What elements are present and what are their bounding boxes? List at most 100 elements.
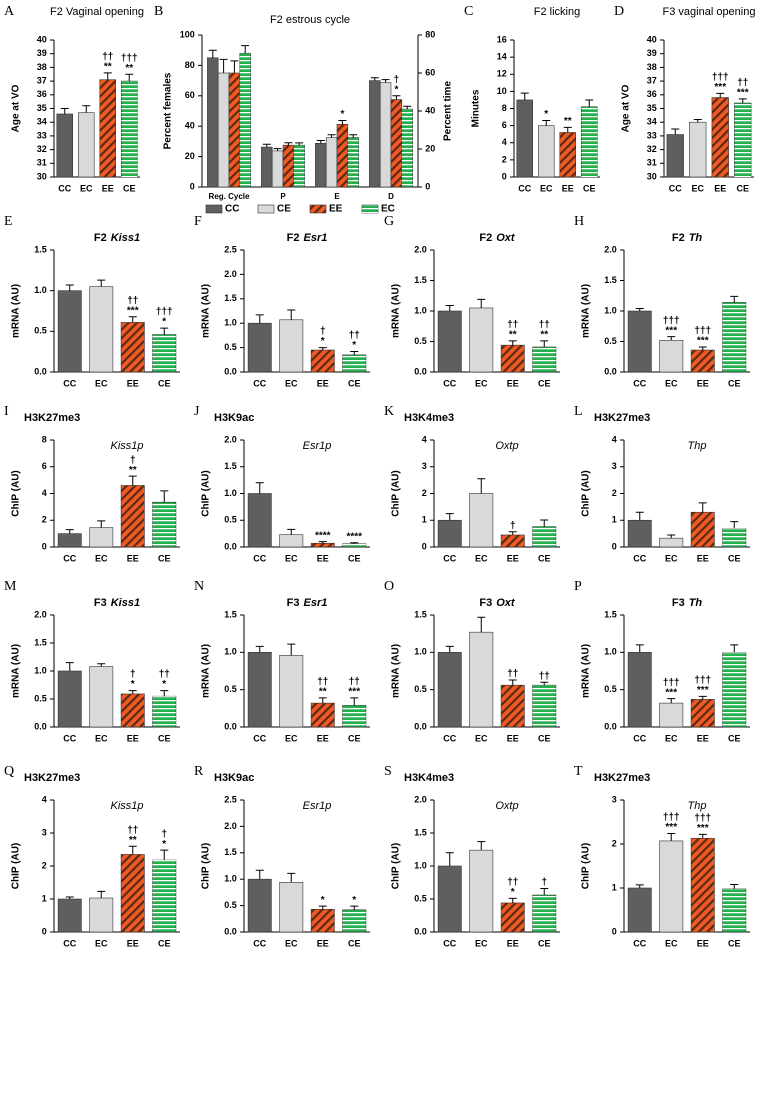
significance-label: * (394, 84, 398, 95)
significance-label: †† (539, 671, 550, 682)
error-bar (255, 645, 264, 653)
significance-label: ** (129, 835, 137, 846)
bar-hatch (691, 699, 715, 727)
bar-hatch (722, 652, 746, 727)
y-tick-label: 3 (612, 794, 617, 804)
y-tick-label: 0.5 (224, 342, 237, 352)
y-tick-label: 1.0 (414, 647, 427, 657)
x-tick-label: CC (253, 553, 266, 563)
error-bar (287, 643, 296, 656)
x-tick-label: EC (285, 938, 298, 948)
y-tick-label: 6 (42, 461, 47, 471)
x-tick-label: EC (95, 733, 108, 743)
y-tick-label: 12 (497, 69, 507, 79)
legend-label: CE (277, 204, 291, 215)
error-bar (318, 541, 327, 544)
y-tick-label: 6 (502, 120, 507, 130)
y-tick-label: 0.5 (224, 900, 237, 910)
legend-label: CC (225, 204, 239, 215)
bar-hatch (342, 543, 366, 547)
y-tick-label: 3 (422, 461, 427, 471)
gene-name: Oxtp (495, 800, 518, 812)
y-axis-label: mRNA (AU) (11, 644, 22, 698)
bar-hatch (722, 888, 746, 932)
error-bar (698, 695, 707, 700)
error-bar (477, 298, 486, 308)
y2-tick-label: 20 (425, 143, 435, 153)
significance-label: ** (125, 63, 133, 74)
bar (247, 493, 272, 548)
x-tick-label: EC (95, 553, 108, 563)
y-axis-label: Age at VO (11, 84, 22, 132)
error-bar (445, 305, 454, 311)
legend-swatch (362, 205, 378, 213)
bar-hatch (722, 528, 746, 547)
x-tick-label: CE (583, 183, 596, 193)
y-tick-label: 0.5 (604, 684, 617, 694)
x-tick-label: EC (665, 733, 678, 743)
gene-name: Th (689, 232, 703, 244)
significance-label: *** (665, 822, 677, 833)
bar (369, 80, 381, 188)
bar (379, 82, 392, 188)
bar-hatch (347, 137, 359, 187)
y-tick-label: 2 (502, 154, 507, 164)
bar (469, 849, 494, 933)
y-tick-label: 32 (647, 144, 657, 154)
significance-label: † (394, 74, 400, 85)
x-tick-label: EE (697, 378, 709, 388)
error-bar (667, 698, 676, 704)
significance-label: ††† (694, 675, 711, 686)
y-tick-label: 1 (612, 515, 617, 525)
error-bar (716, 92, 725, 98)
y-tick-label: 2.0 (224, 821, 237, 831)
panel-letter: F (194, 214, 202, 229)
y-tick-label: 36 (37, 89, 47, 99)
significance-label: *** (697, 336, 709, 347)
significance-label: † (161, 829, 167, 840)
x-tick-label: CE (158, 938, 171, 948)
x-tick-label: CC (443, 553, 456, 563)
x-tick-label: EE (507, 733, 519, 743)
y-tick-label: 4 (42, 794, 47, 804)
title-prefix: F2 (479, 232, 492, 244)
bar-hatch (532, 685, 556, 727)
x-tick-label: EC (285, 553, 298, 563)
error-bar (284, 142, 293, 146)
error-bar (65, 529, 74, 534)
error-bar (82, 105, 91, 113)
x-tick-label: CE (348, 378, 361, 388)
significance-label: †† (507, 669, 518, 680)
panel-letter: S (384, 764, 392, 779)
bar (89, 527, 114, 548)
chart-title: H3K27me3 (24, 772, 80, 784)
x-tick-label: EE (317, 938, 329, 948)
significance-label: * (321, 336, 325, 347)
y2-tick-label: 80 (425, 29, 435, 39)
error-bar (97, 663, 106, 667)
bar (537, 125, 555, 178)
chart-title: F3 Oxt (479, 597, 516, 609)
gene-name: Kiss1p (110, 440, 143, 452)
error-bar (103, 72, 112, 80)
error-bar (477, 478, 486, 494)
y-axis-label: ChIP (AU) (201, 843, 212, 889)
y-tick-label: 1.5 (224, 461, 237, 471)
error-bar (318, 905, 327, 910)
y-tick-label: 31 (647, 158, 657, 168)
significance-label: ††† (712, 72, 729, 83)
significance-label: *** (697, 823, 709, 834)
chart-title: F2 Vaginal opening (50, 6, 144, 18)
y-axis-label: mRNA (AU) (391, 644, 402, 698)
x-tick-label: EC (691, 183, 704, 193)
x-tick-label: EE (127, 938, 139, 948)
legend-label: EE (329, 204, 343, 215)
panel-letter: K (384, 404, 394, 419)
significance-label: * (321, 895, 325, 906)
y-tick-label: 4 (42, 488, 47, 498)
bar-hatch (99, 79, 116, 177)
panel-letter: Q (4, 764, 14, 779)
y-tick-label: 1.0 (224, 318, 237, 328)
x-tick-label: EC (95, 938, 108, 948)
error-bar (128, 316, 137, 323)
